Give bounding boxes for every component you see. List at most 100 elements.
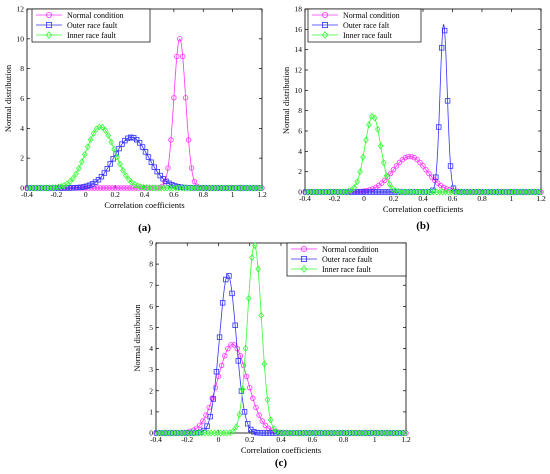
data-point-outer xyxy=(444,98,451,104)
data-point-outer xyxy=(136,140,143,146)
data-point-outer xyxy=(447,163,454,169)
data-point-outer xyxy=(365,189,371,195)
data-point-outer xyxy=(223,276,229,283)
y-tick-label: 16 xyxy=(295,25,303,34)
data-point-normal xyxy=(231,342,237,348)
data-point-outer xyxy=(128,134,134,141)
data-point-normal xyxy=(426,170,432,177)
x-tick-label: -0.2 xyxy=(329,194,341,203)
data-point-inner xyxy=(348,186,355,194)
data-point-normal xyxy=(97,185,104,191)
data-point-normal xyxy=(94,185,101,191)
y-tick-label: 8 xyxy=(20,64,24,73)
legend-entry-inner: Inner race fault xyxy=(322,265,372,274)
data-point-normal xyxy=(118,185,124,191)
y-tick-label: 0 xyxy=(298,188,302,197)
data-point-inner xyxy=(114,153,120,161)
square-marker-icon xyxy=(46,21,53,28)
data-point-normal xyxy=(174,53,180,60)
data-point-outer xyxy=(251,429,257,435)
data-point-inner xyxy=(267,416,274,424)
data-point-inner xyxy=(345,187,352,195)
data-point-outer xyxy=(356,189,362,195)
data-point-inner xyxy=(389,185,396,193)
data-point-outer xyxy=(69,185,75,191)
data-point-normal xyxy=(168,137,174,143)
data-point-normal xyxy=(402,154,408,161)
data-point-outer xyxy=(235,358,241,364)
legend-entry-inner: Inner race fault xyxy=(343,31,393,40)
data-point-normal xyxy=(429,174,435,180)
x-axis-label: Correlation coefficients xyxy=(104,200,184,210)
data-point-inner xyxy=(270,425,277,433)
data-point-normal xyxy=(417,159,423,166)
data-point-normal xyxy=(130,185,136,191)
data-point-normal xyxy=(408,153,414,160)
data-point-outer xyxy=(104,166,110,172)
data-point-inner xyxy=(81,150,88,158)
x-tick-label: 1 xyxy=(231,190,235,199)
data-point-inner xyxy=(274,428,280,436)
data-point-outer xyxy=(148,159,155,165)
y-axis-label: Normal distribution xyxy=(281,66,291,134)
x-tick-label: 1.2 xyxy=(257,190,267,199)
data-point-normal xyxy=(379,180,385,186)
data-point-normal xyxy=(259,418,265,424)
data-point-inner xyxy=(392,187,399,195)
y-tick-label: 0 xyxy=(20,184,24,193)
x-tick-label: -0.4 xyxy=(150,435,162,444)
data-point-normal xyxy=(179,53,186,60)
data-point-inner xyxy=(363,136,369,144)
data-point-outer xyxy=(119,141,125,147)
data-point-inner xyxy=(369,112,375,120)
y-tick-label: 2 xyxy=(149,386,153,395)
y-tick-label: 10 xyxy=(295,86,303,95)
data-point-inner xyxy=(236,411,243,419)
data-point-inner xyxy=(252,242,258,250)
y-tick-label: 6 xyxy=(298,127,302,136)
legend-entry-outer: Outer race fault xyxy=(322,255,373,264)
data-point-inner xyxy=(73,170,79,178)
x-tick-label: 1 xyxy=(373,435,377,444)
data-point-outer xyxy=(382,189,389,195)
data-point-outer xyxy=(133,137,140,143)
y-tick-label: 4 xyxy=(149,344,153,353)
data-point-inner xyxy=(255,265,261,273)
data-point-outer xyxy=(266,430,273,436)
data-point-inner xyxy=(258,184,264,192)
data-point-normal xyxy=(423,166,429,173)
data-point-inner xyxy=(249,254,255,262)
data-point-outer xyxy=(260,430,266,436)
x-tick-label: -0.4 xyxy=(21,190,33,199)
data-point-outer xyxy=(359,189,365,195)
x-tick-label: 1.2 xyxy=(536,194,546,203)
data-point-outer xyxy=(438,45,445,51)
data-point-inner xyxy=(383,172,390,180)
data-point-inner xyxy=(354,178,360,186)
x-axis-label: Correlation coefficients xyxy=(383,204,463,214)
data-point-inner xyxy=(131,181,138,189)
data-point-outer xyxy=(241,409,248,415)
x-tick-label: 0.4 xyxy=(140,190,150,199)
data-point-inner xyxy=(258,311,265,319)
data-point-outer xyxy=(110,156,116,162)
data-point-outer xyxy=(226,273,232,279)
x-axis-label: Correlation coefficients xyxy=(241,445,321,455)
data-point-inner xyxy=(380,159,387,167)
y-tick-label: 8 xyxy=(149,260,153,269)
data-point-inner xyxy=(242,344,249,352)
data-point-inner xyxy=(402,429,408,437)
data-point-outer xyxy=(154,168,160,175)
data-point-normal xyxy=(243,373,250,380)
data-point-outer xyxy=(362,189,368,195)
data-point-outer xyxy=(433,174,439,180)
y-axis-label: Normal distribution xyxy=(132,304,142,372)
data-point-inner xyxy=(245,294,252,302)
data-point-normal xyxy=(182,95,189,101)
data-point-inner xyxy=(99,123,106,131)
data-point-normal xyxy=(440,184,447,191)
data-point-outer xyxy=(229,290,235,297)
data-point-outer xyxy=(145,154,152,160)
x-tick-label: 0.2 xyxy=(110,190,120,199)
data-point-normal xyxy=(253,404,259,411)
